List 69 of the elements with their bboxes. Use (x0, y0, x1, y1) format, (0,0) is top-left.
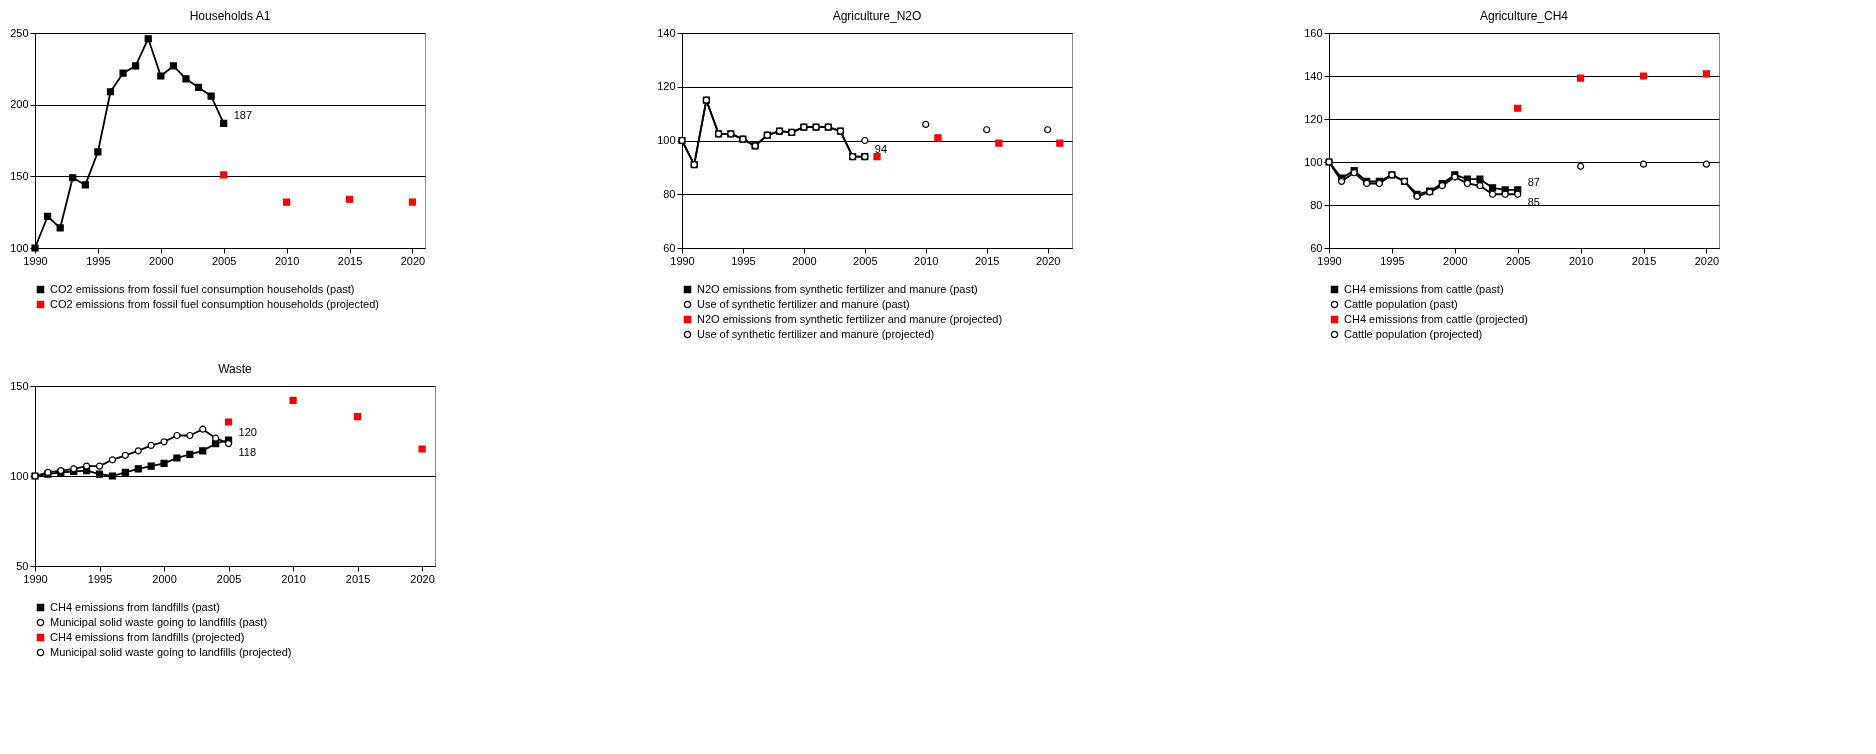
y-tick-label: 150 (10, 379, 29, 392)
x-tick-label: 1995 (1380, 254, 1405, 267)
x-tick-label: 2010 (914, 254, 939, 267)
chart-title: Agriculture_CH4 (1479, 9, 1569, 23)
y-tick-label: 100 (1304, 155, 1323, 168)
x-tick-label: 2015 (345, 572, 371, 585)
x-tick-label: 2015 (1631, 254, 1657, 267)
x-tick-label: 2020 (410, 572, 435, 585)
y-tick-label: 80 (663, 187, 676, 200)
legend-label: Use of synthetic fertilizer and manure (projected) (697, 327, 935, 340)
x-tick-label: 1990 (23, 254, 48, 267)
legend-label: CH4 emissions from landfills (projected) (50, 630, 245, 643)
y-tick-label: 120 (657, 80, 676, 93)
x-tick-label: 2005 (853, 254, 878, 267)
x-tick-label: 1995 (731, 254, 756, 267)
x-tick-label: 1990 (670, 254, 695, 267)
y-tick-label: 60 (663, 241, 676, 254)
data-label: 118 (238, 445, 257, 458)
x-tick-label: 1995 (87, 572, 113, 585)
x-tick-label: 1995 (86, 254, 111, 267)
chart-title: Households A1 (189, 9, 271, 23)
data-label: 94 (874, 142, 888, 155)
chart-title: Agriculture_N2O (832, 9, 922, 23)
x-tick-label: 2000 (149, 254, 174, 267)
x-tick-label: 2005 (1505, 254, 1531, 267)
x-tick-label: 2015 (974, 254, 1000, 267)
data-label: 87 (1527, 175, 1540, 188)
x-tick-label: 2005 (216, 572, 242, 585)
y-tick-label: 60 (1310, 241, 1323, 254)
y-tick-label: 100 (10, 469, 29, 482)
x-tick-label: 1990 (1317, 254, 1342, 267)
y-tick-label: 160 (1304, 26, 1323, 39)
x-tick-label: 2010 (1568, 254, 1594, 267)
x-tick-label: 1990 (23, 572, 48, 585)
legend-label: Cattle population (projected) (1344, 327, 1483, 340)
y-tick-label: 250 (10, 26, 29, 39)
legend-label: CO2 emissions from fossil fuel consumption households (projected) (50, 297, 379, 310)
y-tick-label: 80 (1310, 198, 1323, 211)
legend-label: CH4 emissions from landfills (past) (50, 600, 220, 613)
x-tick-label: 2020 (1035, 254, 1061, 267)
x-tick-label: 2000 (152, 572, 177, 585)
chart-title: Waste (218, 362, 253, 376)
data-label: 187 (233, 109, 253, 122)
legend-label: CH4 emissions from cattle (projected) (1344, 312, 1529, 325)
y-tick-label: 200 (10, 98, 29, 111)
legend-label: Municipal solid waste going to landfills (projected) (50, 645, 292, 658)
legend-label: CH4 emissions from cattle (past) (1344, 282, 1504, 295)
legend-label: N2O emissions from synthetic fertilizer and manure (past) (697, 282, 978, 295)
x-tick-label: 2010 (281, 572, 306, 585)
y-tick-label: 50 (16, 559, 29, 572)
legend-label: Use of synthetic fertilizer and manure (past) (697, 297, 910, 310)
x-tick-label: 2020 (1694, 254, 1720, 267)
y-tick-label: 100 (657, 134, 676, 146)
x-tick-label: 2015 (337, 254, 363, 267)
legend-label: CO2 emissions from fossil fuel consumption households (past) (50, 282, 355, 295)
x-tick-label: 2010 (274, 254, 300, 267)
y-tick-label: 140 (657, 26, 676, 39)
legend-label: Municipal solid waste going to landfills (past) (50, 615, 268, 628)
y-tick-label: 100 (10, 241, 29, 254)
data-label: 120 (238, 426, 257, 438)
x-tick-label: 2020 (400, 254, 426, 267)
x-tick-label: 2005 (211, 254, 237, 267)
x-tick-label: 2000 (1443, 254, 1468, 267)
y-tick-label: 150 (10, 169, 29, 182)
y-tick-label: 140 (1304, 69, 1323, 82)
legend-label: Cattle population (past) (1344, 297, 1458, 310)
y-tick-label: 120 (1304, 112, 1323, 125)
legend-label: N2O emissions from synthetic fertilizer and manure (projected) (697, 312, 1003, 325)
x-tick-label: 2000 (792, 254, 817, 267)
